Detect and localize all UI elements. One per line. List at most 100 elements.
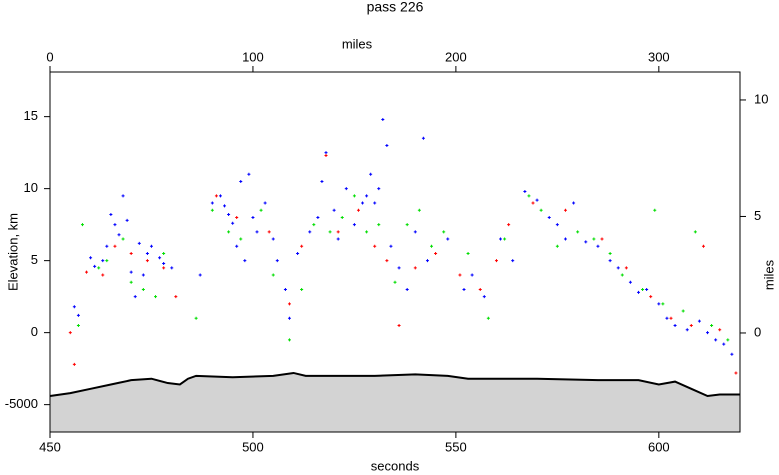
data-point xyxy=(397,266,401,270)
data-point xyxy=(555,223,559,227)
data-point xyxy=(669,316,673,320)
data-point xyxy=(425,259,429,263)
data-point xyxy=(421,136,425,140)
data-point xyxy=(377,187,381,191)
data-point xyxy=(336,230,340,234)
data-point xyxy=(154,295,158,299)
data-point xyxy=(389,244,393,248)
data-point xyxy=(365,194,369,198)
data-point xyxy=(137,241,141,245)
data-point xyxy=(653,208,657,212)
data-point xyxy=(600,237,604,241)
data-point xyxy=(97,266,101,270)
data-point xyxy=(105,259,109,263)
data-point xyxy=(162,262,166,266)
data-point xyxy=(267,230,271,234)
data-point xyxy=(235,215,239,219)
data-point xyxy=(300,244,304,248)
data-point xyxy=(685,328,689,332)
data-point xyxy=(287,338,291,342)
y-tick-label: 15 xyxy=(24,108,38,123)
data-point xyxy=(133,295,137,299)
data-point xyxy=(149,244,153,248)
data-point xyxy=(352,223,356,227)
y2-axis-label: miles xyxy=(761,259,776,290)
data-point xyxy=(109,213,113,217)
data-point xyxy=(446,237,450,241)
data-point xyxy=(507,223,511,227)
data-point xyxy=(320,179,324,183)
data-point xyxy=(417,208,421,212)
x-tick-label: 550 xyxy=(445,439,467,454)
x-axis-label: seconds xyxy=(371,458,420,473)
data-point xyxy=(352,194,356,198)
data-point xyxy=(129,280,133,284)
data-point xyxy=(76,323,80,327)
data-point xyxy=(381,118,385,122)
data-point xyxy=(259,208,263,212)
data-point xyxy=(584,240,588,244)
data-point xyxy=(661,302,665,306)
data-point xyxy=(365,230,369,234)
data-point xyxy=(706,331,710,335)
data-point xyxy=(129,270,133,274)
data-point xyxy=(194,316,198,320)
y-tick-label: 5 xyxy=(31,252,38,267)
data-point xyxy=(283,287,287,291)
data-point xyxy=(373,244,377,248)
data-point xyxy=(145,251,149,255)
data-point xyxy=(673,323,677,327)
data-point xyxy=(129,251,133,255)
y-tick-label: -5000 xyxy=(5,396,38,411)
data-point xyxy=(503,237,507,241)
y-axis-label: Elevation, km xyxy=(5,213,20,291)
data-point xyxy=(72,362,76,366)
data-point xyxy=(393,280,397,284)
data-point xyxy=(563,208,567,212)
data-point xyxy=(494,259,498,263)
data-point xyxy=(730,352,734,356)
data-point xyxy=(681,309,685,313)
data-point xyxy=(214,194,218,198)
data-point xyxy=(332,208,336,212)
data-point xyxy=(442,230,446,234)
y2-tick-label: 0 xyxy=(754,324,761,339)
data-point xyxy=(287,302,291,306)
data-point xyxy=(324,154,328,158)
data-point xyxy=(80,223,84,227)
data-point xyxy=(718,328,722,332)
data-point xyxy=(300,287,304,291)
data-point xyxy=(76,313,80,317)
data-point xyxy=(697,319,701,323)
data-point xyxy=(620,273,624,277)
data-point xyxy=(101,259,105,263)
data-point xyxy=(344,187,348,191)
data-point xyxy=(312,223,316,227)
data-point xyxy=(255,230,259,234)
data-point xyxy=(239,237,243,241)
data-point xyxy=(555,244,559,248)
data-point xyxy=(405,223,409,227)
data-point xyxy=(470,273,474,277)
data-point xyxy=(328,230,332,234)
data-point xyxy=(511,259,515,263)
data-point xyxy=(105,244,109,248)
data-point xyxy=(247,172,251,176)
x2-axis-label: miles xyxy=(342,36,373,51)
data-point xyxy=(239,179,243,183)
data-point xyxy=(486,316,490,320)
data-point xyxy=(645,287,649,291)
data-point xyxy=(210,208,214,212)
data-point xyxy=(413,230,417,234)
data-point xyxy=(85,270,89,274)
data-point xyxy=(210,201,214,205)
data-point xyxy=(68,331,72,335)
data-point xyxy=(462,287,466,291)
data-point xyxy=(308,230,312,234)
data-point xyxy=(665,316,669,320)
data-point xyxy=(527,194,531,198)
x2-tick-label: 100 xyxy=(242,49,264,64)
x-tick-label: 450 xyxy=(39,439,61,454)
y2-tick-label: 5 xyxy=(754,208,761,223)
